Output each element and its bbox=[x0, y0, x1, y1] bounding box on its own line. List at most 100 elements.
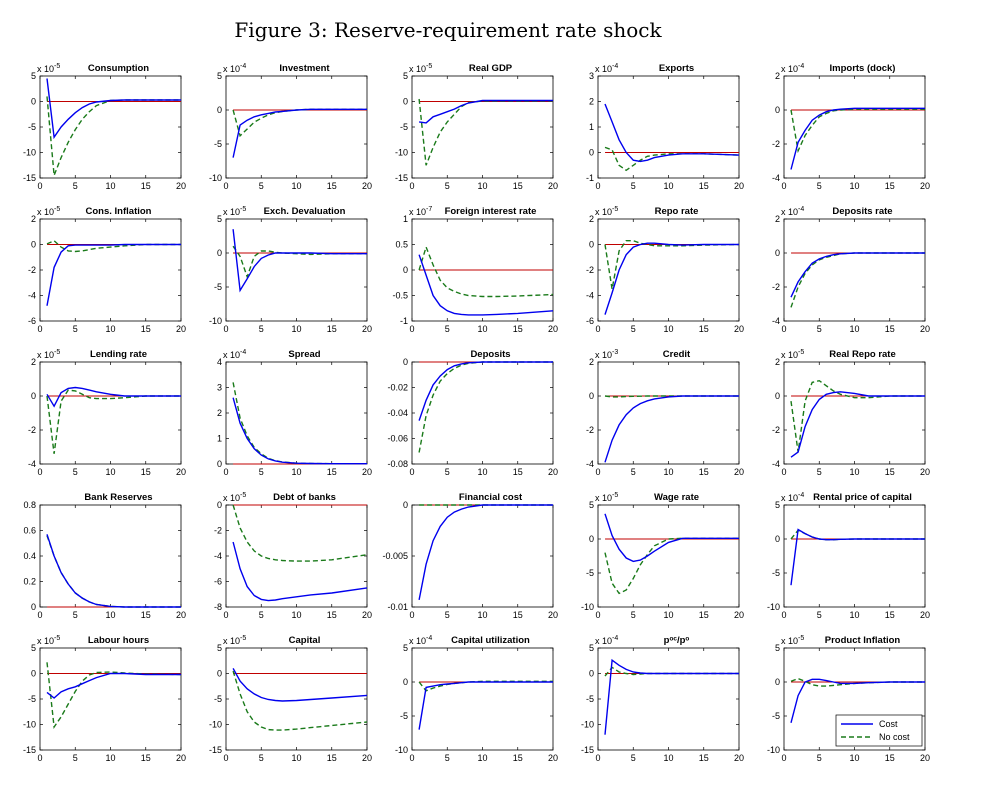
subplot-title: pᵒᶜ/pᵒ bbox=[664, 635, 690, 646]
x-tick-label: 5 bbox=[631, 610, 636, 620]
x-tick-label: 5 bbox=[73, 610, 78, 620]
y-tick-label: 1 bbox=[589, 122, 594, 132]
plot-frame bbox=[597, 361, 740, 465]
y-tick-label: 5 bbox=[217, 643, 222, 653]
y-axis-multiplier: x 10-5 bbox=[409, 63, 432, 74]
cost-series-line bbox=[46, 78, 181, 140]
y-tick-label: 0 bbox=[217, 248, 222, 258]
y-tick-label: -15 bbox=[23, 173, 36, 183]
x-tick-label: 20 bbox=[920, 610, 930, 620]
x-tick-label: 10 bbox=[477, 324, 487, 334]
y-tick-label: -5 bbox=[400, 122, 408, 132]
multiplier-base: x 10 bbox=[37, 636, 54, 646]
multiplier-base: x 10 bbox=[781, 350, 798, 360]
cost-series-line bbox=[232, 397, 367, 465]
multiplier-exponent: -5 bbox=[54, 206, 60, 213]
x-tick-label: 5 bbox=[73, 467, 78, 477]
x-tick-label: 20 bbox=[920, 467, 930, 477]
x-tick-label: 5 bbox=[631, 753, 636, 763]
multiplier-base: x 10 bbox=[595, 493, 612, 503]
multiplier-exponent: -5 bbox=[240, 635, 246, 642]
x-tick-label: 0 bbox=[781, 467, 786, 477]
plot-frame bbox=[39, 647, 182, 751]
y-tick-label: -4 bbox=[772, 173, 780, 183]
multiplier-base: x 10 bbox=[409, 636, 426, 646]
y-tick-label: 5 bbox=[775, 643, 780, 653]
plot-frame bbox=[39, 75, 182, 179]
x-tick-label: 0 bbox=[409, 324, 414, 334]
cost-series-line bbox=[46, 534, 181, 608]
plot-frame bbox=[783, 504, 926, 608]
x-tick-label: 15 bbox=[513, 467, 523, 477]
y-tick-label: -6 bbox=[28, 316, 36, 326]
y-axis-multiplier: x 10-5 bbox=[37, 63, 60, 74]
x-tick-label: 20 bbox=[548, 467, 558, 477]
subplot-title: Capital utilization bbox=[451, 635, 530, 646]
multiplier-exponent: -5 bbox=[54, 63, 60, 70]
y-tick-label: -6 bbox=[586, 316, 594, 326]
y-axis-multiplier: x 10-4 bbox=[223, 63, 246, 74]
x-tick-label: 10 bbox=[663, 467, 673, 477]
subplot-title: Labour hours bbox=[88, 635, 149, 646]
subplot-title: Exch. Devaluation bbox=[264, 206, 346, 217]
x-tick-label: 20 bbox=[176, 753, 186, 763]
y-tick-label: 0 bbox=[775, 391, 780, 401]
y-tick-label: 0.6 bbox=[23, 526, 36, 536]
x-tick-label: 10 bbox=[291, 753, 301, 763]
x-tick-label: 10 bbox=[663, 181, 673, 191]
multiplier-base: x 10 bbox=[223, 493, 240, 503]
cost-series-line bbox=[232, 229, 367, 293]
cost-series-line bbox=[790, 107, 925, 170]
x-tick-label: 5 bbox=[73, 753, 78, 763]
x-tick-label: 5 bbox=[817, 181, 822, 191]
y-tick-label: -2 bbox=[586, 265, 594, 275]
multiplier-exponent: -4 bbox=[798, 63, 804, 70]
x-tick-label: 15 bbox=[513, 181, 523, 191]
y-tick-label: 0 bbox=[31, 391, 36, 401]
x-tick-label: 15 bbox=[513, 610, 523, 620]
no-cost-series-line bbox=[418, 98, 553, 166]
y-tick-label: 0.4 bbox=[23, 551, 36, 561]
subplot-title: Cons. Inflation bbox=[86, 206, 152, 217]
no-cost-series-line bbox=[232, 245, 367, 279]
y-tick-label: 5 bbox=[31, 643, 36, 653]
x-tick-label: 10 bbox=[849, 324, 859, 334]
x-tick-label: 5 bbox=[817, 610, 822, 620]
x-tick-label: 15 bbox=[327, 753, 337, 763]
y-tick-label: -4 bbox=[586, 459, 594, 469]
subplot-title: Consumption bbox=[88, 63, 149, 74]
x-tick-label: 10 bbox=[663, 610, 673, 620]
x-tick-label: 20 bbox=[734, 753, 744, 763]
subplot-title: Deposits rate bbox=[832, 206, 892, 217]
y-tick-label: 5 bbox=[31, 71, 36, 81]
y-tick-label: -10 bbox=[395, 745, 408, 755]
subplot-panel: 0 5 10 15 20 -1 -0.5 0 0.5 1x 10-7 Foreign interes… bbox=[392, 206, 558, 334]
x-tick-label: 15 bbox=[699, 324, 709, 334]
y-tick-label: -5 bbox=[772, 711, 780, 721]
y-tick-label: 5 bbox=[217, 214, 222, 224]
x-tick-label: 20 bbox=[920, 753, 930, 763]
y-axis-multiplier: x 10-4 bbox=[409, 635, 432, 646]
y-tick-label: -1 bbox=[400, 316, 408, 326]
plot-frame bbox=[411, 504, 554, 608]
x-tick-label: 20 bbox=[362, 324, 372, 334]
x-tick-label: 15 bbox=[141, 467, 151, 477]
subplot-panel: 0 5 10 15 20 -4 -2 0 2x 10-5 Real Repo rate bbox=[772, 349, 930, 477]
x-tick-label: 15 bbox=[699, 753, 709, 763]
y-axis-multiplier: x 10-5 bbox=[37, 635, 60, 646]
multiplier-exponent: -4 bbox=[798, 492, 804, 499]
x-tick-label: 20 bbox=[176, 610, 186, 620]
y-tick-label: 2 bbox=[775, 357, 780, 367]
plot-frame bbox=[411, 75, 554, 179]
y-axis-multiplier: x 10-5 bbox=[595, 206, 618, 217]
cost-series-line bbox=[46, 243, 181, 306]
plot-frame bbox=[783, 218, 926, 322]
x-tick-label: 5 bbox=[631, 181, 636, 191]
y-axis-multiplier: x 10-5 bbox=[781, 349, 804, 360]
plot-frame bbox=[225, 75, 368, 179]
